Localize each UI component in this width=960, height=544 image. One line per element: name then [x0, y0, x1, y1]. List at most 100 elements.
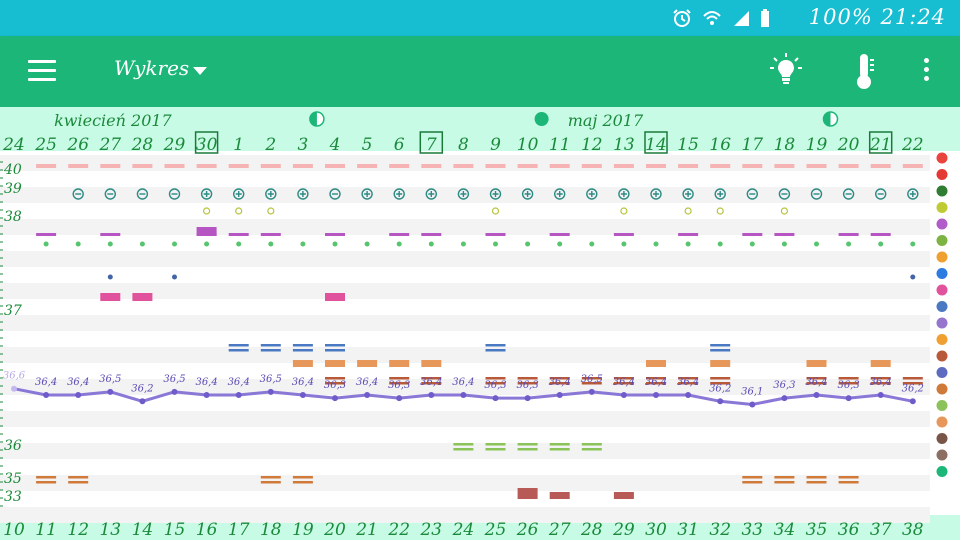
plus-bar — [653, 191, 659, 197]
full-moon-icon — [534, 112, 549, 126]
purple-mark — [774, 233, 795, 236]
week-start-box — [419, 131, 444, 154]
temperature-label: 36,2 — [131, 383, 153, 394]
dropdown-arrow-icon[interactable] — [193, 67, 207, 75]
light-green-mark — [485, 448, 506, 451]
blue-line-mark — [228, 344, 249, 347]
plus-circle-icon — [393, 188, 405, 200]
temperature-point — [299, 392, 306, 398]
row-stripe — [0, 283, 930, 299]
plus-bar — [203, 191, 210, 197]
pink-top-mark — [678, 164, 699, 168]
orange-low-mark — [742, 481, 763, 484]
cycle-day-label: 24 — [452, 520, 475, 540]
wifi-icon — [703, 11, 721, 25]
row-stripe — [0, 443, 930, 459]
cycle-day-label: 13 — [99, 520, 121, 540]
yellow-circle-mark — [491, 207, 500, 215]
category-icon — [936, 400, 948, 411]
brown-mark — [549, 377, 570, 380]
orange-mark — [292, 360, 313, 367]
axis-label: 39 — [4, 181, 22, 197]
temperature-label: 36,3 — [773, 380, 795, 391]
date-label: 2 — [264, 135, 276, 155]
temperature-point — [524, 395, 531, 402]
cycle-day-label: 29 — [612, 520, 635, 540]
plus-circle-icon — [714, 188, 726, 200]
temperature-label: 36,4 — [870, 377, 892, 388]
plus-circle-icon — [554, 188, 566, 200]
purple-mark — [389, 233, 410, 236]
pink-top-mark — [613, 164, 634, 168]
brown-mark — [517, 382, 538, 385]
orange-low-mark — [68, 476, 89, 479]
pink-top-mark — [357, 164, 378, 168]
date-label: 13 — [613, 135, 635, 155]
temperature-label: 36,4 — [67, 377, 89, 388]
date-label: 16 — [709, 135, 731, 155]
temperature-point — [203, 392, 210, 398]
green-dot-mark — [139, 241, 145, 247]
date-header-band — [0, 107, 960, 151]
brown-mark — [678, 382, 699, 385]
plus-bar — [299, 191, 306, 197]
brown-mark — [806, 377, 827, 380]
temperature-label: 36,4 — [292, 377, 314, 388]
pink-top-mark — [902, 164, 923, 168]
plus-bar — [524, 191, 531, 197]
lightbulb-icon[interactable] — [768, 52, 804, 88]
pink-top-mark — [806, 164, 827, 168]
axis-label: 37 — [4, 303, 22, 319]
temperature-point — [332, 395, 338, 402]
temperature-label: 36,4 — [420, 377, 442, 388]
orange-low-mark — [260, 476, 281, 479]
date-label: 26 — [66, 135, 89, 155]
category-icon — [936, 301, 948, 312]
green-dot-mark — [43, 241, 49, 247]
plus-bar — [460, 191, 467, 197]
temperature-label: 36,4 — [549, 377, 571, 388]
alarm-icon — [673, 9, 691, 27]
brown-mark — [902, 382, 923, 385]
green-dot-mark — [685, 241, 691, 247]
minus-circle-icon — [810, 188, 823, 200]
temperature-point — [781, 395, 788, 402]
plus-circle-icon — [361, 188, 373, 200]
pink-top-mark — [132, 164, 153, 168]
temperature-label: 36,4 — [645, 377, 667, 388]
temperature-label: 36,3 — [388, 380, 410, 391]
plus-bar — [717, 191, 724, 197]
purple-mark — [36, 233, 57, 236]
category-icon — [936, 466, 948, 477]
cycle-day-label: 19 — [292, 520, 314, 540]
blue-line-mark — [710, 349, 731, 352]
app-title[interactable]: Wykres — [114, 56, 190, 80]
orange-low-mark — [806, 476, 827, 479]
pink-top-mark — [870, 164, 891, 168]
brown-mark — [646, 377, 666, 380]
thermometer-icon[interactable] — [850, 52, 880, 90]
category-icon — [936, 218, 948, 230]
green-dot-mark — [493, 241, 498, 247]
chart-area[interactable]: kwiecień 2017 maj 2017 24 25 26 27 28 29 30 1 2 3 4 5… — [0, 107, 960, 540]
temperature-label: 36,3 — [324, 380, 346, 391]
temperature-label: 36,4 — [452, 377, 474, 388]
category-icon — [936, 284, 948, 296]
more-vert-icon[interactable] — [920, 58, 932, 86]
temperature-label: 36,4 — [356, 377, 378, 388]
brown-mark — [710, 377, 731, 380]
pink-top-mark — [646, 164, 666, 168]
plus-bar — [620, 191, 627, 197]
temperature-label: 36,5 — [581, 374, 603, 385]
orange-mark — [806, 360, 827, 367]
menu-icon[interactable] — [28, 60, 56, 82]
plus-bar — [428, 191, 435, 197]
pink-top-mark — [260, 164, 281, 168]
purple-block-mark — [196, 227, 217, 236]
date-label: 8 — [458, 135, 469, 155]
temperature-point — [653, 392, 659, 398]
green-dot-mark — [204, 241, 210, 247]
green-dot-mark — [268, 241, 274, 247]
cycle-day-label: 14 — [132, 520, 154, 540]
